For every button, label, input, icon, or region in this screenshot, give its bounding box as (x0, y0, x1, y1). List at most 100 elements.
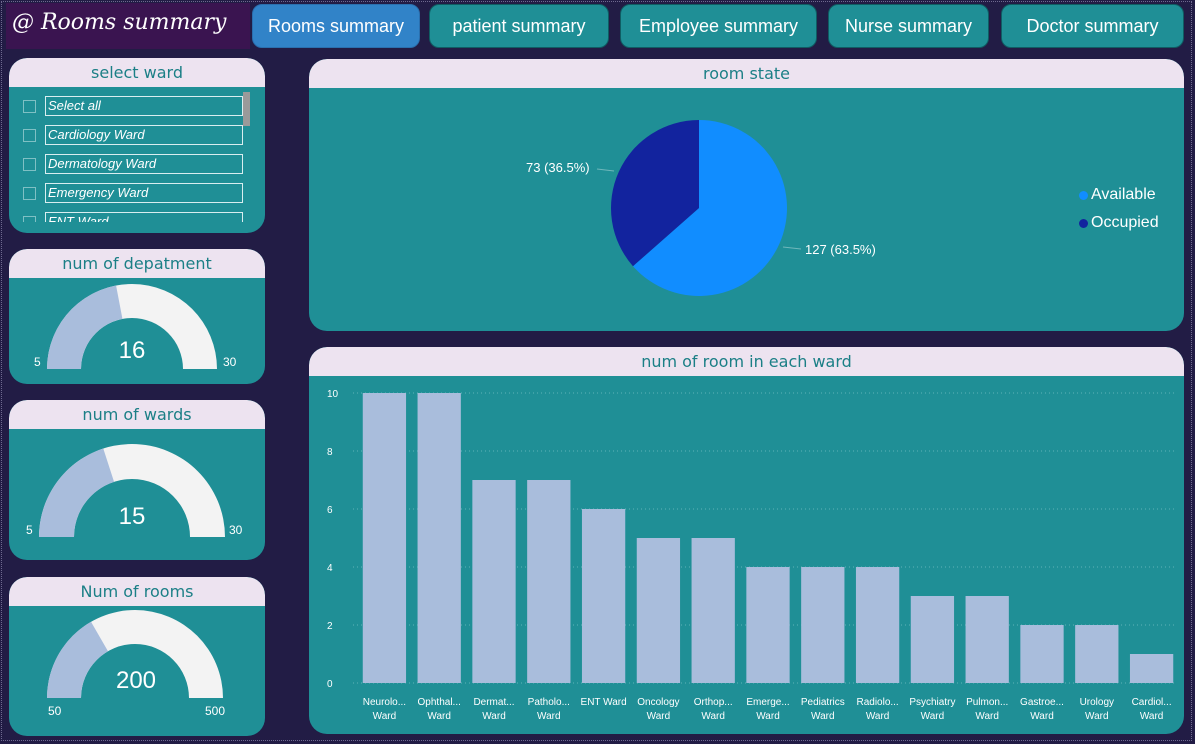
gauge-min: 5 (26, 523, 33, 537)
x-tick-label: Gastroe... (1020, 697, 1064, 708)
rooms-gauge-card: Num of rooms 200 50 500 (9, 577, 265, 736)
slicer-item-select-all[interactable]: Select all (21, 94, 255, 123)
legend-dot-available (1079, 190, 1088, 200)
y-tick-label: 0 (327, 679, 333, 690)
x-tick-label: Ward (427, 711, 451, 722)
ward-slicer-title: select ward (9, 58, 265, 87)
x-tick-label: Ward (373, 711, 397, 722)
x-tick-label: ENT Ward (581, 697, 627, 708)
bar[interactable] (527, 480, 571, 683)
x-tick-label: Ward (537, 711, 561, 722)
bar[interactable] (746, 567, 790, 683)
wards-gauge-title: num of wards (9, 400, 265, 429)
departments-gauge (47, 284, 217, 369)
departments-gauge-card: num of depatment 16 5 30 (9, 249, 265, 384)
page-title: @ Rooms summary (6, 3, 250, 49)
pie-leader-line (782, 246, 802, 250)
slicer-item-label: ENT Ward (45, 212, 243, 222)
pie-slice-occupied[interactable] (611, 120, 699, 267)
x-tick-label: Ward (811, 711, 835, 722)
x-tick-label: Pediatrics (801, 697, 845, 708)
slicer-item-label: Select all (45, 96, 243, 116)
y-tick-label: 4 (327, 563, 333, 574)
slicer-item-dermatology[interactable]: Dermatology Ward (21, 152, 255, 181)
bar[interactable] (1129, 654, 1174, 683)
wards-gauge (39, 444, 225, 537)
ward-slicer-card: select ward Select all Cardiology Ward D… (9, 58, 265, 233)
legend-item-available[interactable]: Available (1079, 186, 1156, 204)
slicer-item-label: Dermatology Ward (45, 154, 243, 174)
nav-doctor-summary-button[interactable]: Doctor summary (1001, 4, 1184, 48)
slicer-checkbox[interactable] (23, 158, 36, 171)
gauge-fill (39, 448, 115, 537)
nav-patient-summary-button[interactable]: patient summary (429, 4, 609, 48)
x-tick-label: Ward (1140, 711, 1164, 722)
bar[interactable] (472, 480, 516, 683)
pie-data-label-available: 127 (63.5%) (805, 242, 876, 257)
pie-slice-available[interactable] (632, 120, 787, 296)
nav-nurse-summary-button[interactable]: Nurse summary (828, 4, 989, 48)
slicer-item-label: Emergency Ward (45, 183, 243, 203)
slicer-checkbox[interactable] (23, 216, 36, 222)
wards-gauge-card: num of wards 15 5 30 (9, 400, 265, 560)
x-tick-label: Ward (1030, 711, 1054, 722)
slicer-checkbox[interactable] (23, 129, 36, 142)
bar[interactable] (691, 538, 735, 683)
x-tick-label: Ward (701, 711, 725, 722)
slicer-item-emergency[interactable]: Emergency Ward (21, 181, 255, 210)
x-tick-label: Orthop... (694, 697, 733, 708)
nav-rooms-summary-button[interactable]: Rooms summary (252, 4, 420, 48)
slicer-item-label: Cardiology Ward (45, 125, 243, 145)
slicer-scrollbar[interactable] (243, 92, 250, 126)
bar[interactable] (1075, 625, 1119, 683)
x-tick-label: Ward (975, 711, 999, 722)
bar[interactable] (581, 509, 626, 683)
room-state-card: room state 73 (36.5%) 127 (63.5%) Availa… (309, 59, 1184, 331)
room-state-title: room state (309, 59, 1184, 88)
legend-label: Occupied (1091, 214, 1159, 231)
x-tick-label: Neurolo... (363, 697, 406, 708)
rooms-per-ward-title: num of room in each ward (309, 347, 1184, 376)
bar[interactable] (910, 596, 955, 683)
legend-item-occupied[interactable]: Occupied (1079, 214, 1159, 232)
gauge-value: 16 (118, 337, 146, 364)
y-tick-label: 6 (327, 505, 333, 516)
bar[interactable] (636, 538, 681, 683)
slicer-item-cardiology[interactable]: Cardiology Ward (21, 123, 255, 152)
x-tick-label: Ward (647, 711, 671, 722)
nav-employee-summary-button[interactable]: Employee summary (620, 4, 817, 48)
rooms-gauge (47, 610, 223, 698)
gauge-value: 200 (115, 667, 157, 694)
x-tick-label: Cardiol... (1132, 697, 1172, 708)
pie-leader-line (596, 168, 615, 172)
bar[interactable] (1020, 625, 1064, 683)
x-tick-label: Emerge... (746, 697, 789, 708)
bar[interactable] (855, 567, 900, 683)
x-tick-label: Ward (866, 711, 890, 722)
x-tick-label: Patholo... (528, 697, 570, 708)
x-tick-label: Dermat... (473, 697, 514, 708)
bar[interactable] (801, 567, 845, 683)
ward-slicer-list[interactable]: Select all Cardiology Ward Dermatology W… (21, 94, 255, 222)
room-state-pie-chart (596, 120, 802, 296)
x-tick-label: Psychiatry (909, 697, 955, 708)
bar[interactable] (417, 393, 461, 683)
legend-dot-occupied (1079, 218, 1088, 228)
y-tick-label: 10 (327, 389, 339, 400)
x-tick-label: Ophthal... (418, 697, 461, 708)
departments-gauge-title: num of depatment (9, 249, 265, 278)
gauge-min: 50 (48, 704, 62, 718)
gauge-max: 30 (223, 355, 237, 369)
gauge-value: 15 (118, 503, 146, 530)
slicer-checkbox[interactable] (23, 187, 36, 200)
bar[interactable] (965, 596, 1009, 683)
x-tick-label: Radiolo... (856, 697, 898, 708)
x-tick-label: Ward (921, 711, 945, 722)
slicer-checkbox[interactable] (23, 100, 36, 113)
legend-label: Available (1091, 186, 1156, 203)
gauge-fill (47, 285, 123, 369)
bar[interactable] (362, 393, 407, 683)
x-tick-label: Ward (482, 711, 506, 722)
slicer-item-ent[interactable]: ENT Ward (21, 210, 255, 222)
gauge-max: 500 (205, 704, 226, 718)
